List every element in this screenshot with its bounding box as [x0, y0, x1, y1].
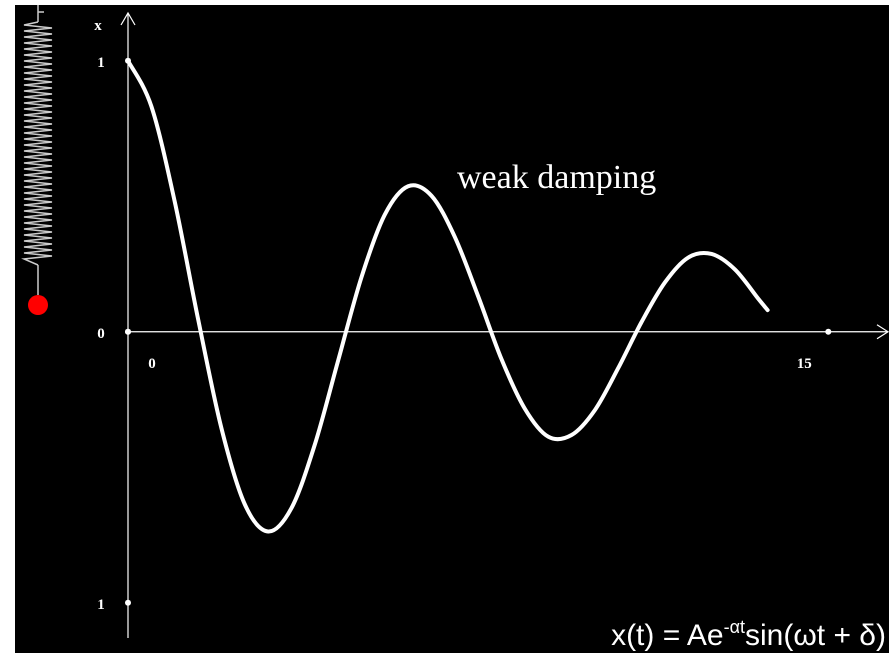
y-tick-label: 1	[97, 55, 105, 71]
formula-exponent: -αt	[724, 617, 745, 637]
x-tick-mark	[825, 329, 831, 335]
mass	[28, 295, 48, 315]
x-tick-label: 0	[148, 356, 156, 372]
formula: x(t) = Ae-αtsin(ωt + δ)	[611, 617, 886, 652]
y-axis-label: x	[94, 18, 102, 34]
chart: x weak damping x(t) = Ae-αtsin(ωt + δ) 0…	[0, 0, 889, 653]
y-tick-mark	[125, 600, 131, 606]
annotation: weak damping	[457, 159, 656, 196]
background	[15, 5, 889, 653]
y-tick-label: 0	[97, 326, 105, 342]
formula-rest: sin(ωt + δ)	[745, 619, 886, 652]
y-tick-label: 1	[97, 597, 105, 613]
formula-base: x(t) = Ae	[611, 619, 724, 652]
y-tick-mark	[125, 329, 131, 335]
page: {"chart_data": { "type": "line", "y_labe…	[0, 0, 889, 653]
x-tick-label: 15	[797, 356, 812, 372]
